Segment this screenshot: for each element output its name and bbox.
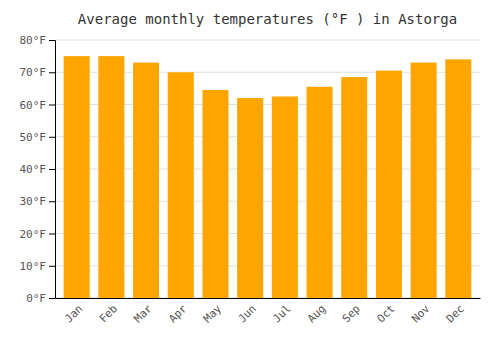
tick-label: 20°F: [20, 228, 47, 241]
tick-label: Jul: [270, 302, 293, 325]
tick: 30°F: [20, 195, 56, 208]
tick: Dec: [444, 298, 467, 325]
tick-label: Nov: [409, 302, 433, 326]
tick-mark: [49, 298, 55, 299]
bar: [202, 90, 228, 298]
bar: [168, 72, 194, 298]
y-axis: 0°F 10°F 20°F 30°F 40°F 50°F 60°F 70°F 80°F: [20, 34, 56, 305]
plot: 0°F 10°F 20°F 30°F 40°F 50°F 60°F 70°F 80°F Jan Fe…: [20, 34, 481, 325]
tick-label: 40°F: [20, 163, 47, 176]
tick: 10°F: [20, 260, 56, 273]
tick-label: 50°F: [20, 131, 47, 144]
tick-label: 70°F: [20, 66, 47, 79]
tick-label: 0°F: [26, 292, 46, 305]
bar: [133, 63, 159, 298]
x-axis: Jan Feb Mar Apr May Jun Jul Aug Sep Oct Nov Dec: [56, 298, 481, 325]
tick: Apr: [166, 298, 190, 325]
tick-label: May: [201, 302, 225, 326]
tick: Sep: [340, 298, 363, 325]
tick-label: 30°F: [20, 195, 47, 208]
bar: [272, 96, 298, 298]
tick: Nov: [409, 298, 433, 325]
tick: Jan: [62, 298, 85, 325]
tick-label: 80°F: [20, 34, 47, 47]
tick-mark: [49, 137, 55, 138]
tick: Oct: [374, 298, 397, 325]
tick-mark: [49, 40, 55, 41]
tick: Mar: [132, 298, 156, 325]
tick: 20°F: [20, 228, 56, 241]
grid: [55, 40, 480, 298]
grid-line: [55, 40, 480, 41]
tick-label: 10°F: [20, 260, 47, 273]
axis-line: [56, 298, 481, 299]
tick: 50°F: [20, 131, 56, 144]
tick-mark: [49, 72, 55, 73]
chart: 0°F 10°F 20°F 30°F 40°F 50°F 60°F 70°F 80°F Jan Fe…: [0, 0, 500, 350]
tick: 70°F: [20, 66, 56, 79]
bar: [445, 59, 471, 298]
tick: 80°F: [20, 34, 56, 47]
tick-label: Jan: [62, 302, 85, 325]
bar: [307, 87, 333, 298]
tick-mark: [49, 169, 55, 170]
tick-label: Apr: [166, 302, 190, 326]
bar: [98, 56, 124, 298]
tick-mark: [49, 201, 55, 202]
tick: Jul: [270, 298, 293, 325]
tick-label: Jun: [236, 302, 259, 325]
tick-label: Dec: [444, 302, 467, 325]
bars: [64, 56, 472, 298]
tick-label: Aug: [305, 302, 328, 325]
tick-label: Feb: [97, 302, 120, 325]
tick-label: Mar: [132, 302, 156, 326]
tick: 40°F: [20, 163, 56, 176]
axis-line: [49, 41, 56, 299]
bar: [376, 71, 402, 298]
bar: [411, 63, 437, 298]
tick-label: Sep: [340, 302, 363, 325]
tick-mark: [49, 105, 55, 106]
tick: 60°F: [20, 99, 56, 112]
tick: May: [201, 298, 225, 325]
title: Average monthly temperatures (°F ) in As…: [78, 11, 457, 27]
tick-mark: [49, 234, 55, 235]
bar: [341, 77, 367, 298]
tick-label: Oct: [374, 302, 397, 325]
tick-label: 60°F: [20, 99, 47, 112]
bar: [64, 56, 90, 298]
tick: Jun: [236, 298, 259, 325]
tick-mark: [49, 266, 55, 267]
bar: [237, 98, 263, 298]
tick: Aug: [305, 298, 328, 325]
tick: 0°F: [26, 292, 55, 305]
tick: Feb: [97, 298, 120, 325]
